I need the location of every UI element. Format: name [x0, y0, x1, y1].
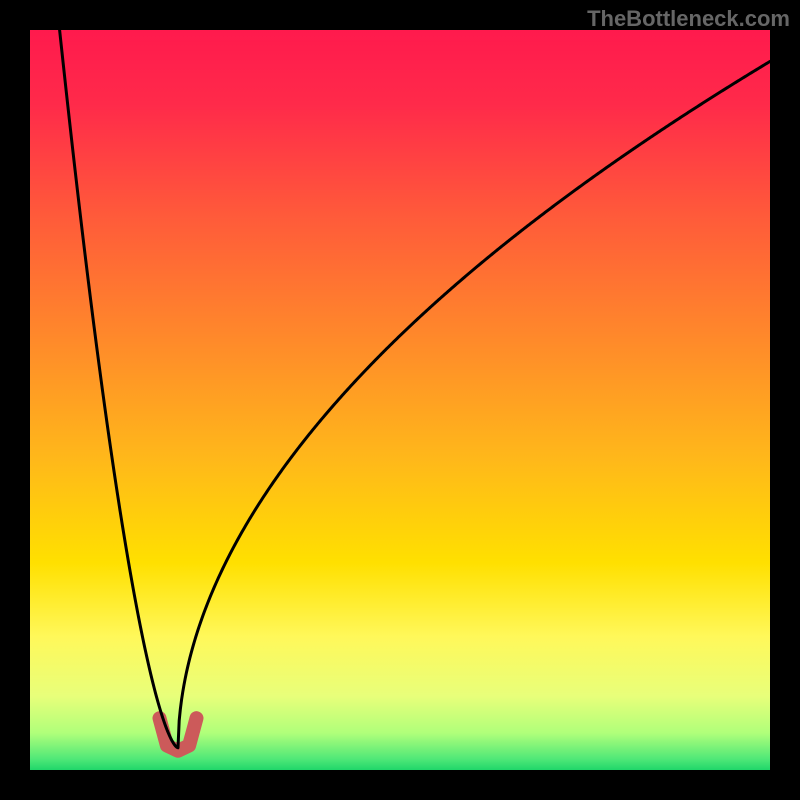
chart-container: { "watermark": { "text": "TheBottleneck.… — [0, 0, 800, 800]
plot-background — [30, 30, 770, 770]
watermark-text: TheBottleneck.com — [587, 6, 790, 32]
bottleneck-curve-chart — [0, 0, 800, 800]
